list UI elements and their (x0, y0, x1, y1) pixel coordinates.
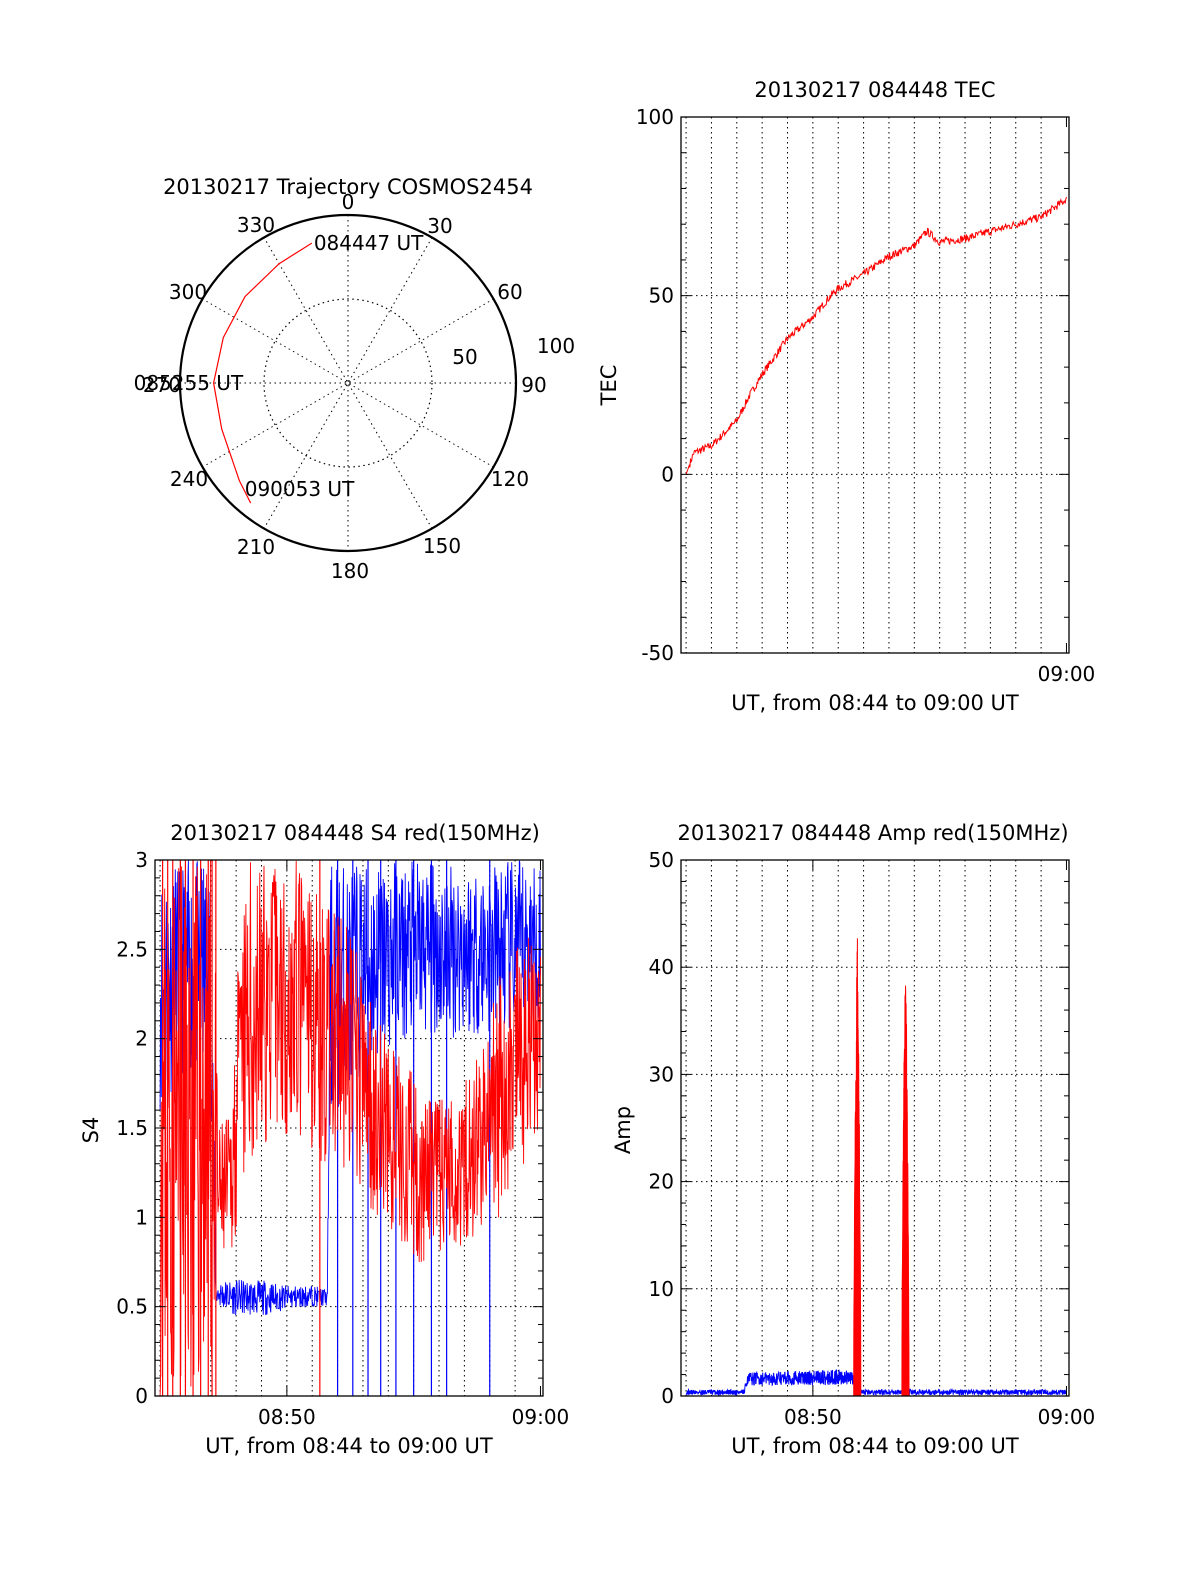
s4-x-tick-labels: 08:50 09:00 (258, 1405, 569, 1429)
x-tick-label: 09:00 (512, 1405, 570, 1429)
s4-y-axis-label: S4 (79, 1117, 103, 1144)
amp-red-peak (901, 985, 910, 1397)
tec-grid (681, 117, 1069, 653)
tec-x-tick-labels: 09:00 (1038, 662, 1096, 686)
y-tick-label: 1.5 (116, 1116, 148, 1140)
x-tick-label: 08:50 (784, 1405, 842, 1429)
y-tick-label: 0 (661, 462, 674, 486)
y-tick-label: 10 (649, 1277, 674, 1301)
tec-title: 20130217 084448 TEC (754, 78, 995, 102)
s4-y-tick-labels: 0 0.5 1 1.5 2 2.5 3 (116, 848, 148, 1408)
s4-ticks (155, 859, 543, 1397)
amp-x-axis-label: UT, from 08:44 to 09:00 UT (731, 1434, 1019, 1458)
x-tick-label: 09:00 (1038, 1405, 1096, 1429)
amp-grid (681, 860, 1069, 1396)
polar-grid (178, 213, 518, 553)
y-tick-label: 2 (135, 1027, 148, 1051)
y-tick-label: 0 (135, 1384, 148, 1408)
polar-radial-label: 50 (452, 345, 477, 369)
s4-chart: 20130217 084448 S4 red(150MHz) 0 0.5 1 1.5 2… (79, 821, 569, 1458)
tec-y-tick-labels: -50 0 50 100 (636, 105, 674, 665)
polar-ring-50 (263, 298, 433, 468)
y-tick-label: 3 (135, 848, 148, 872)
tec-line (685, 196, 1067, 475)
polar-angle-label: 0 (342, 190, 355, 214)
track-annotations: 084447 UT 085255 UT 090053 UT (134, 231, 425, 501)
x-tick-label: 08:50 (258, 1405, 316, 1429)
y-tick-label: 50 (649, 284, 674, 308)
polar-angle-label: 180 (331, 559, 369, 583)
trajectory-chart: 20130217 Trajectory COSMOS2454 0 30 60 90 12… (134, 175, 575, 583)
amp-red-peak (853, 938, 862, 1397)
amp-chart: 20130217 084448 Amp red(150MHz) 0 10 20 30 4… (611, 821, 1095, 1458)
y-tick-label: -50 (641, 641, 674, 665)
polar-spoke (263, 237, 433, 529)
tec-plot-frame (680, 116, 1070, 654)
y-tick-label: 1 (135, 1205, 148, 1229)
polar-angle-label: 210 (237, 535, 275, 559)
polar-angle-label: 120 (491, 467, 529, 491)
amp-plot-frame (680, 859, 1070, 1397)
track-time-label: 090053 UT (245, 477, 355, 501)
polar-spoke (202, 298, 494, 468)
polar-spoke (202, 298, 494, 468)
polar-radial-labels: 50 100 (452, 334, 575, 369)
amp-x-tick-labels: 08:50 09:00 (784, 1405, 1095, 1429)
tec-ticks (681, 116, 1069, 654)
polar-angle-label: 90 (521, 373, 546, 397)
y-tick-label: 40 (649, 955, 674, 979)
track-line (212, 242, 313, 504)
trajectory-title: 20130217 Trajectory COSMOS2454 (163, 175, 533, 199)
y-tick-label: 0 (661, 1384, 674, 1408)
polar-spoke (263, 237, 433, 529)
amp-blue-line (685, 1369, 1067, 1397)
polar-radial-label: 100 (537, 334, 575, 358)
polar-angle-label: 270 (143, 373, 181, 397)
satellite-track (212, 242, 313, 504)
s4-blue-line (159, 859, 541, 1316)
s4-x-axis-label: UT, from 08:44 to 09:00 UT (205, 1434, 493, 1458)
y-tick-label: 0.5 (116, 1295, 148, 1319)
amp-ticks (681, 859, 1069, 1397)
s4-red-line (159, 860, 541, 1396)
polar-angle-label: 150 (423, 534, 461, 558)
tec-chart: 20130217 084448 TEC -50 0 50 100 09:00 UT, … (597, 78, 1095, 715)
amp-y-axis-label: Amp (611, 1106, 635, 1154)
polar-angle-label: 330 (237, 213, 275, 237)
y-tick-label: 50 (649, 848, 674, 872)
polar-angle-labels: 0 30 60 90 120 150 180 210 240 270 300 330 (143, 190, 547, 583)
tec-series (685, 196, 1067, 475)
tec-y-axis-label: TEC (597, 365, 621, 407)
amp-series (685, 938, 1067, 1397)
y-tick-label: 100 (636, 105, 674, 129)
s4-series (159, 859, 541, 1396)
polar-angle-label: 60 (497, 280, 522, 304)
y-tick-label: 30 (649, 1062, 674, 1086)
s4-title: 20130217 084448 S4 red(150MHz) (170, 821, 540, 845)
track-time-label: 085255 UT (134, 371, 244, 395)
amp-title: 20130217 084448 Amp red(150MHz) (677, 821, 1068, 845)
track-time-label: 084447 UT (314, 231, 424, 255)
polar-angle-label: 240 (170, 467, 208, 491)
y-tick-label: 2.5 (116, 937, 148, 961)
polar-angle-label: 300 (169, 280, 207, 304)
y-tick-label: 20 (649, 1170, 674, 1194)
polar-angle-label: 30 (427, 214, 452, 238)
tec-x-axis-label: UT, from 08:44 to 09:00 UT (731, 691, 1019, 715)
amp-y-tick-labels: 0 10 20 30 40 50 (649, 848, 674, 1408)
x-tick-label: 09:00 (1038, 662, 1096, 686)
